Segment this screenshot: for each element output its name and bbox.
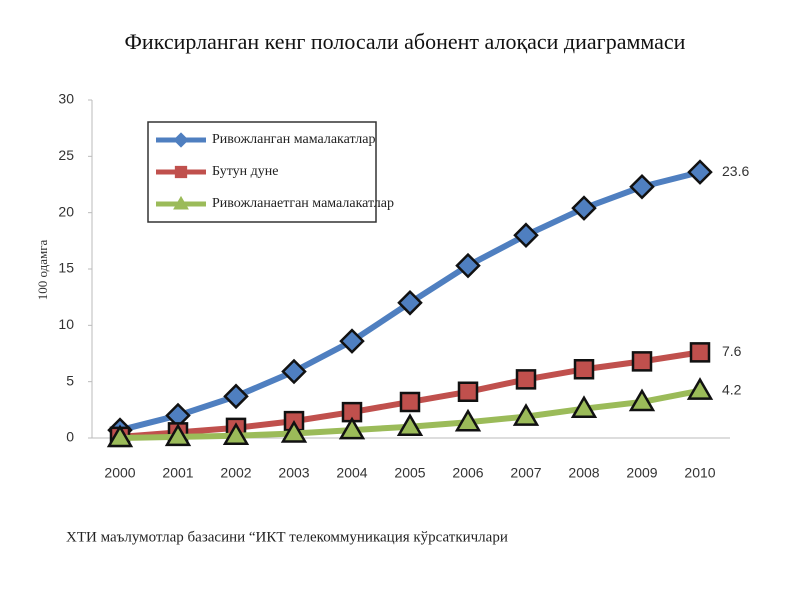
y-tick-label: 10 (58, 316, 74, 332)
x-tick-label: 2001 (162, 465, 193, 481)
data-point (512, 403, 540, 426)
x-tick-label: 2009 (626, 465, 657, 481)
data-label: 7.6 (722, 343, 742, 359)
data-point (280, 419, 308, 443)
legend-label: Ривожланаетган мамалакатлар (212, 196, 394, 211)
data-point (686, 377, 714, 400)
data-point (222, 422, 250, 445)
data-point (687, 159, 713, 185)
y-tick-label: 30 (58, 91, 74, 107)
x-tick-label: 2000 (104, 465, 135, 481)
data-point (628, 388, 656, 412)
data-point (571, 195, 597, 221)
data-point (397, 290, 423, 316)
data-point (515, 369, 537, 390)
y-axis-label: 100 одамга (35, 239, 50, 300)
source-note: ХТИ маълумотлар базасини “ИКТ телекоммун… (66, 529, 508, 545)
data-point (281, 358, 307, 385)
data-point (689, 342, 711, 363)
legend-marker (173, 132, 189, 148)
y-tick-label: 0 (66, 429, 74, 445)
y-tick-label: 5 (66, 372, 74, 388)
data-point (573, 359, 595, 380)
legend-label: Ривожланган мамалакатлар (212, 132, 375, 147)
data-point (396, 413, 424, 436)
legend-marker (173, 195, 189, 210)
data-label: 4.2 (722, 381, 742, 397)
y-tick-label: 20 (58, 203, 74, 219)
y-tick-label: 25 (58, 147, 74, 163)
x-tick-label: 2008 (568, 465, 599, 481)
x-tick-label: 2002 (220, 465, 251, 481)
data-point (164, 423, 192, 447)
data-point (341, 401, 363, 423)
data-point (223, 383, 249, 410)
x-tick-label: 2007 (510, 465, 541, 481)
legend-label: Бутун дуне (212, 164, 278, 179)
x-tick-label: 2004 (336, 465, 367, 481)
y-tick-label: 15 (58, 260, 74, 276)
data-point (455, 252, 481, 279)
data-point (513, 222, 539, 248)
data-point (106, 424, 134, 448)
x-tick-label: 2010 (684, 465, 715, 481)
data-point (339, 328, 365, 354)
x-tick-label: 2005 (394, 465, 425, 481)
data-point (457, 381, 479, 403)
data-point (399, 391, 421, 413)
data-point (629, 173, 655, 200)
data-point (454, 408, 482, 432)
data-point (631, 351, 653, 372)
data-point (570, 395, 598, 418)
legend-marker (174, 165, 188, 179)
data-point (338, 416, 366, 440)
data-label: 23.6 (722, 163, 749, 179)
x-tick-label: 2003 (278, 465, 309, 481)
x-tick-label: 2006 (452, 465, 483, 481)
chart-title: Фиксирланган кенг полосали абонент алоқа… (125, 29, 686, 54)
